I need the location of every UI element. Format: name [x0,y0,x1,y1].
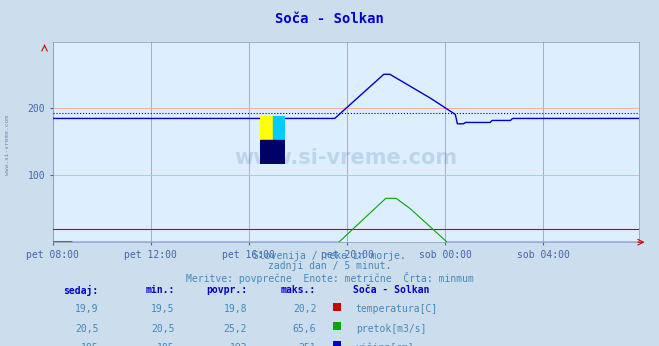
Text: 185: 185 [157,343,175,346]
Text: Soča - Solkan: Soča - Solkan [275,12,384,26]
Text: maks.:: maks.: [281,285,316,295]
Text: povpr.:: povpr.: [206,285,247,295]
Text: 251: 251 [299,343,316,346]
Text: sedaj:: sedaj: [64,285,99,297]
Text: Soča - Solkan: Soča - Solkan [353,285,429,295]
Text: www.si-vreme.com: www.si-vreme.com [5,115,11,175]
Text: Slovenija / reke in morje.: Slovenija / reke in morje. [253,251,406,261]
Text: www.si-vreme.com: www.si-vreme.com [235,148,457,168]
Text: 25,2: 25,2 [223,324,247,334]
Text: 19,8: 19,8 [223,304,247,315]
Bar [260,140,285,164]
Text: Meritve: povprečne  Enote: metrične  Črta: minmum: Meritve: povprečne Enote: metrične Črta:… [186,272,473,284]
Text: temperatura[C]: temperatura[C] [356,304,438,315]
Text: 19,9: 19,9 [75,304,99,315]
Bar [260,116,273,140]
Text: 20,5: 20,5 [75,324,99,334]
Text: 19,5: 19,5 [151,304,175,315]
Text: 185: 185 [81,343,99,346]
Bar [273,116,285,140]
Text: 20,2: 20,2 [293,304,316,315]
Text: 193: 193 [229,343,247,346]
Text: min.:: min.: [145,285,175,295]
Text: zadnji dan / 5 minut.: zadnji dan / 5 minut. [268,261,391,271]
Text: višina[cm]: višina[cm] [356,343,415,346]
Text: pretok[m3/s]: pretok[m3/s] [356,324,426,334]
Text: 65,6: 65,6 [293,324,316,334]
Text: 20,5: 20,5 [151,324,175,334]
